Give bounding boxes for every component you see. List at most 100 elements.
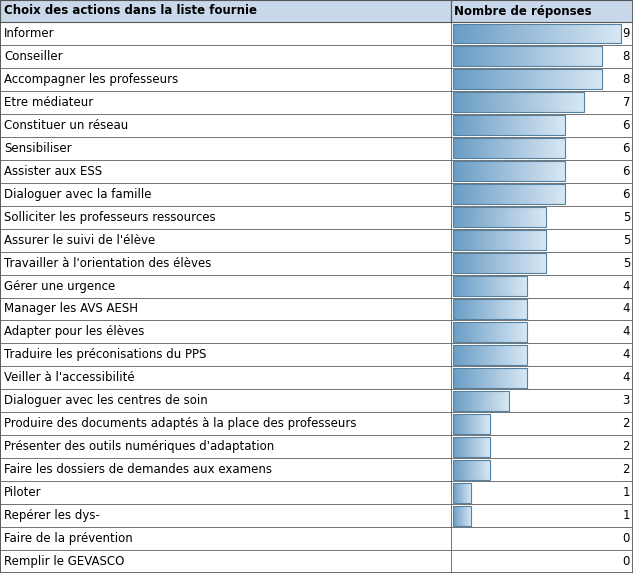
Bar [576,46,580,66]
Bar [513,345,515,365]
Bar [513,207,517,227]
Bar [517,184,520,204]
Bar [470,322,472,342]
Bar [520,184,523,204]
Bar [506,391,508,411]
Bar [465,437,467,457]
Bar [475,115,479,135]
Text: Sensibiliser: Sensibiliser [4,142,72,155]
Bar [475,184,479,204]
Bar [515,368,517,388]
Bar [453,92,584,112]
Bar [541,230,544,250]
Bar [456,391,458,411]
Bar [457,505,458,525]
Bar [454,414,456,434]
Bar [0,45,451,68]
Bar [475,299,477,319]
Bar [523,368,526,388]
Bar [546,46,551,66]
Bar [453,345,527,365]
Bar [478,414,479,434]
Bar [453,414,454,434]
Bar [462,299,465,319]
Bar [480,161,484,181]
Bar [509,322,511,342]
Bar [545,161,549,181]
Bar [460,299,463,319]
Text: Veiller à l'accessibilité: Veiller à l'accessibilité [4,371,135,384]
Bar [492,391,494,411]
Bar [520,345,522,365]
Bar [460,482,461,503]
Bar [470,23,474,44]
Bar [486,460,487,480]
Bar [458,482,459,503]
Bar [525,138,529,158]
Bar [516,23,520,44]
Bar [486,437,488,457]
Bar [453,46,457,66]
Bar [520,253,523,273]
Bar [473,253,477,273]
Bar [520,276,522,296]
Text: 8: 8 [623,50,630,63]
Bar [453,437,490,457]
Bar [501,276,504,296]
Bar [562,138,565,158]
Bar [538,92,542,112]
Bar [525,253,528,273]
Bar [562,115,565,135]
Bar [545,138,549,158]
Bar [0,68,451,91]
Bar [498,184,501,204]
Bar [505,69,510,89]
Bar [600,23,605,44]
Bar [489,437,491,457]
Bar [517,345,518,365]
Bar [523,161,526,181]
Bar [469,207,472,227]
Bar [517,138,520,158]
Bar [0,206,451,229]
Bar [515,161,518,181]
Bar [478,115,481,135]
Bar [491,23,495,44]
Bar [480,115,484,135]
Bar [478,23,482,44]
Bar [502,230,505,250]
Bar [486,460,488,480]
Bar [460,505,461,525]
Bar [495,138,498,158]
Bar [489,184,492,204]
Bar [517,322,518,342]
Bar [516,207,518,227]
Bar [489,161,492,181]
Bar [486,368,489,388]
Bar [0,137,451,160]
Bar [475,368,477,388]
Bar [469,230,472,250]
Bar [558,23,563,44]
Bar [453,115,565,135]
Text: 2: 2 [622,440,630,453]
Bar [469,92,473,112]
Bar [534,184,537,204]
Bar [567,92,571,112]
Bar [462,437,463,457]
Bar [551,138,554,158]
Bar [525,161,529,181]
Bar [489,138,492,158]
Bar [451,504,633,527]
Bar [584,46,588,66]
Bar [0,413,451,435]
Bar [554,92,558,112]
Bar [542,46,547,66]
Bar [464,437,465,457]
Bar [492,253,495,273]
Bar [463,391,465,411]
Bar [488,230,491,250]
Bar [495,92,499,112]
Bar [567,23,571,44]
Bar [525,322,528,342]
